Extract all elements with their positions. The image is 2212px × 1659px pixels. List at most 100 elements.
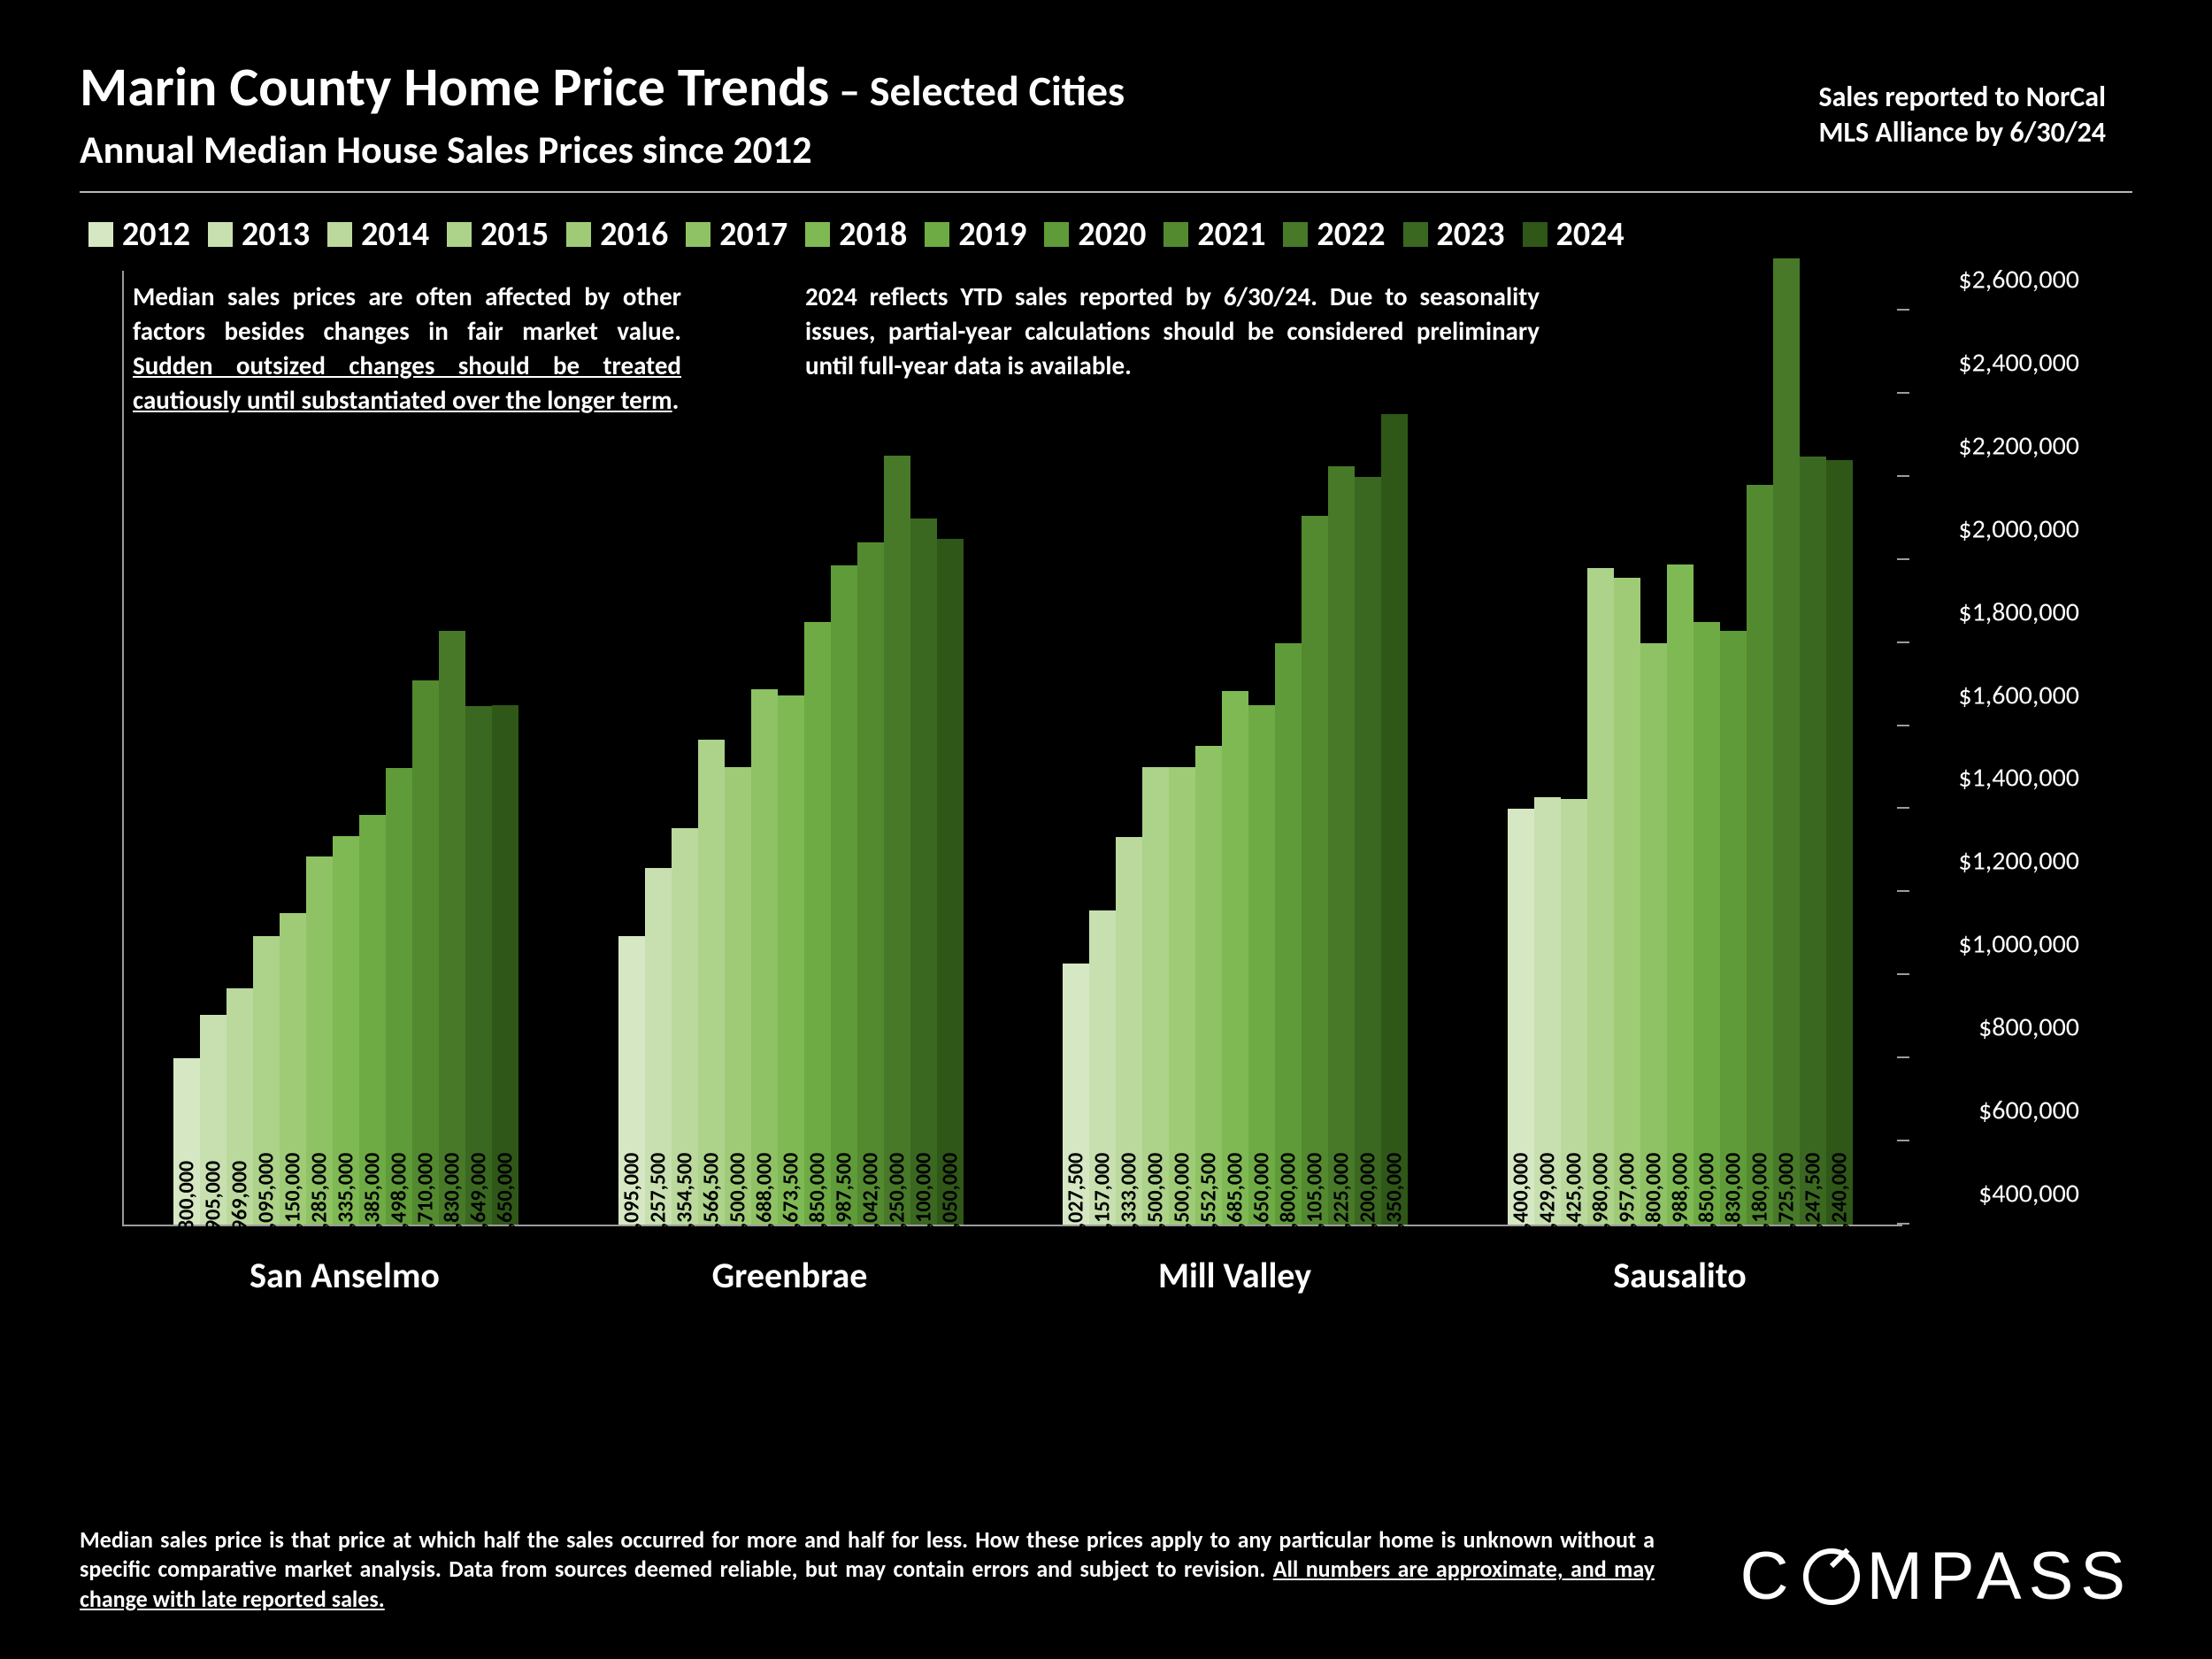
bar-value-label: $1,500,000 (1143, 1153, 1169, 1250)
y-axis: $400,000$600,000$800,000$1,000,000$1,200… (1911, 271, 2079, 1226)
source-note-line1: Sales reported to NorCal (1818, 80, 2106, 115)
bar-value-label: $1,285,000 (307, 1153, 333, 1250)
bar-value-label: $1,650,000 (493, 1153, 518, 1250)
bar-value-label: $1,850,000 (1694, 1153, 1719, 1250)
bar-value-label: $905,000 (201, 1161, 227, 1241)
source-note: Sales reported to NorCal MLS Alliance by… (1818, 80, 2106, 150)
bar-group: $1,095,000$1,257,500$1,354,500$1,566,500… (569, 456, 1014, 1225)
y-tick-mark (1897, 1056, 1909, 1058)
legend: 2012201320142015201620172018201920202021… (80, 214, 2132, 255)
bar-value-label: $2,050,000 (937, 1153, 963, 1250)
bar-value-label: $1,673,500 (778, 1153, 803, 1250)
legend-swatch (208, 222, 233, 247)
bar: $1,285,000 (306, 856, 333, 1225)
bar: $1,830,000 (1720, 631, 1747, 1225)
bar-value-label: $2,225,000 (1329, 1153, 1355, 1250)
bar: $1,335,000 (333, 836, 359, 1225)
bar-value-label: $1,385,000 (360, 1153, 386, 1250)
bar-value-label: $1,150,000 (280, 1153, 306, 1250)
bar-value-label: $1,987,500 (831, 1153, 856, 1250)
legend-item: 2024 (1523, 214, 1624, 255)
city-label: Mill Valley (1012, 1254, 1457, 1297)
bar-value-label: $2,250,000 (884, 1153, 910, 1250)
bar: $1,400,000 (1508, 809, 1534, 1225)
y-tick-label: $1,600,000 (1958, 679, 2079, 711)
y-tick-mark (1897, 1223, 1909, 1225)
bar: $1,425,000 (1561, 799, 1587, 1225)
bar-value-label: $1,498,000 (387, 1153, 412, 1250)
bar-value-label: $1,988,000 (1667, 1153, 1693, 1250)
bar: $2,225,000 (1328, 466, 1355, 1225)
y-tick-label: $1,400,000 (1958, 762, 2079, 795)
legend-year: 2014 (361, 214, 429, 255)
legend-year: 2016 (600, 214, 668, 255)
bar: $1,027,500 (1063, 964, 1089, 1225)
y-tick-label: $2,000,000 (1958, 512, 2079, 545)
logo-pre: C (1740, 1538, 1796, 1615)
bar: $1,429,000 (1534, 797, 1561, 1225)
bar: $1,800,000 (1640, 643, 1667, 1225)
bar: $1,980,000 (1587, 568, 1614, 1225)
bar: $1,673,500 (778, 695, 804, 1225)
bar-value-label: $1,830,000 (1720, 1153, 1746, 1250)
bar: $2,105,000 (1302, 516, 1328, 1225)
bar: $1,830,000 (439, 631, 465, 1225)
chart-area: $800,000$905,000$969,000$1,095,000$1,150… (80, 271, 2132, 1350)
legend-swatch (1523, 222, 1548, 247)
bar: $1,800,000 (1275, 643, 1302, 1225)
bar: $1,850,000 (804, 622, 831, 1225)
compass-icon (1803, 1548, 1860, 1605)
y-tick-label: $2,200,000 (1958, 429, 2079, 462)
legend-item: 2012 (88, 214, 190, 255)
legend-item: 2015 (447, 214, 549, 255)
bar-value-label: $1,957,000 (1614, 1153, 1640, 1250)
legend-swatch (1164, 222, 1188, 247)
bar: $1,957,000 (1614, 578, 1640, 1225)
bar-value-label: $1,688,000 (751, 1153, 777, 1250)
slide-root: Marin County Home Price Trends – Selecte… (0, 0, 2212, 1659)
bar: $2,180,000 (1747, 485, 1773, 1225)
bar-value-label: $1,500,000 (725, 1153, 750, 1250)
legend-year: 2012 (122, 214, 190, 255)
bar-value-label: $2,240,000 (1826, 1153, 1852, 1250)
legend-item: 2022 (1283, 214, 1385, 255)
legend-year: 2024 (1556, 214, 1624, 255)
legend-year: 2017 (719, 214, 787, 255)
bar-group: $1,027,500$1,157,000$1,333,000$1,500,000… (1013, 414, 1458, 1225)
source-note-line2: MLS Alliance by 6/30/24 (1818, 115, 2106, 150)
bar: $1,500,000 (725, 767, 751, 1225)
y-tick-mark (1897, 1140, 1909, 1141)
bar: $1,987,500 (831, 565, 857, 1225)
legend-swatch (1283, 222, 1308, 247)
logo-post: MPASS (1867, 1538, 2132, 1615)
bar-value-label: $1,850,000 (804, 1153, 830, 1250)
bar-value-label: $1,095,000 (618, 1153, 644, 1250)
bar: $1,354,500 (672, 828, 698, 1225)
bar-value-label: $1,027,500 (1064, 1153, 1089, 1250)
y-tick-mark (1897, 641, 1909, 643)
y-tick-mark (1897, 392, 1909, 394)
footer: Median sales price is that price at whic… (80, 1525, 2132, 1615)
bar-group: $1,400,000$1,429,000$1,425,000$1,980,000… (1458, 258, 1903, 1225)
bar-value-label: $2,105,000 (1302, 1153, 1328, 1250)
bar-value-label: $1,566,500 (698, 1153, 724, 1250)
bar: $1,650,000 (492, 705, 518, 1225)
legend-swatch (925, 222, 949, 247)
bar: $2,050,000 (937, 539, 964, 1225)
bar-value-label: $1,685,000 (1223, 1153, 1248, 1250)
y-tick-label: $2,600,000 (1958, 263, 2079, 296)
bar: $2,725,000 (1773, 258, 1800, 1225)
bar: $1,566,500 (698, 740, 725, 1225)
header: Marin County Home Price Trends – Selecte… (80, 53, 2132, 193)
bar: $2,350,000 (1381, 414, 1408, 1225)
bar: $1,157,000 (1089, 910, 1116, 1225)
bar: $1,333,000 (1116, 837, 1142, 1225)
bar-value-label: $1,980,000 (1587, 1153, 1613, 1250)
title-main: Marin County Home Price Trends (80, 53, 829, 120)
legend-swatch (88, 222, 113, 247)
legend-item: 2017 (686, 214, 787, 255)
header-rule (80, 191, 2132, 193)
legend-item: 2013 (208, 214, 310, 255)
bar-value-label: $2,725,000 (1773, 1153, 1799, 1250)
legend-swatch (1403, 222, 1428, 247)
